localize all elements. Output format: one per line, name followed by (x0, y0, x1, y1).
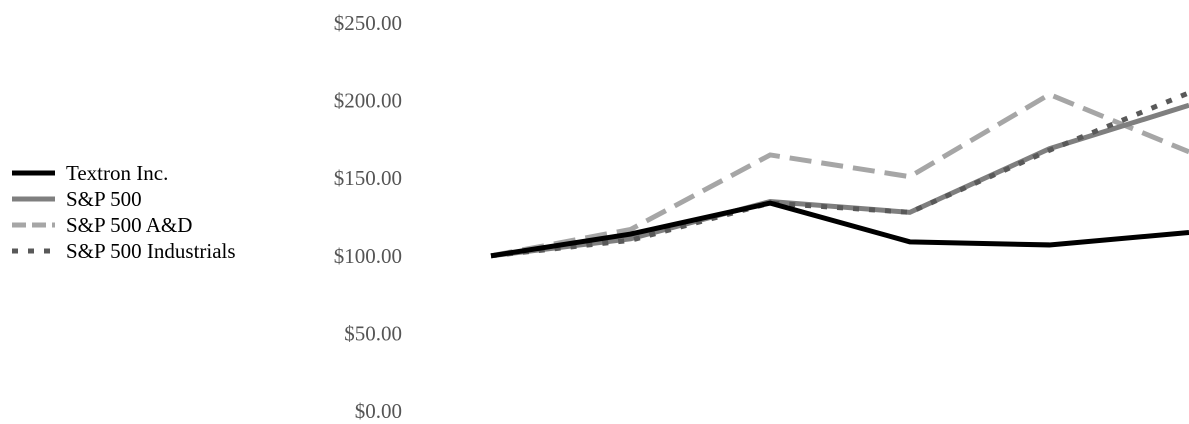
series-line-3 (490, 90, 1189, 259)
legend-label: Textron Inc. (66, 161, 168, 185)
legend-label: S&P 500 A&D (66, 213, 192, 237)
legend-label: S&P 500 Industrials (66, 239, 236, 263)
y-tick-label: $50.00 (344, 321, 402, 345)
y-tick-label: $200.00 (334, 89, 402, 113)
y-tick-label: $150.00 (334, 166, 402, 190)
series-line-0 (490, 200, 1189, 259)
series-line-1 (490, 102, 1189, 259)
y-tick-label: $100.00 (334, 244, 402, 268)
legend-label: S&P 500 (66, 187, 142, 211)
y-tick-label: $0.00 (355, 399, 402, 423)
series-line-2 (490, 91, 1189, 259)
y-axis-tick-labels: $0.00 $50.00 $100.00 $150.00 $200.00 $250.00 (334, 11, 402, 423)
y-tick-label: $250.00 (334, 11, 402, 35)
plot-area (490, 90, 1189, 259)
